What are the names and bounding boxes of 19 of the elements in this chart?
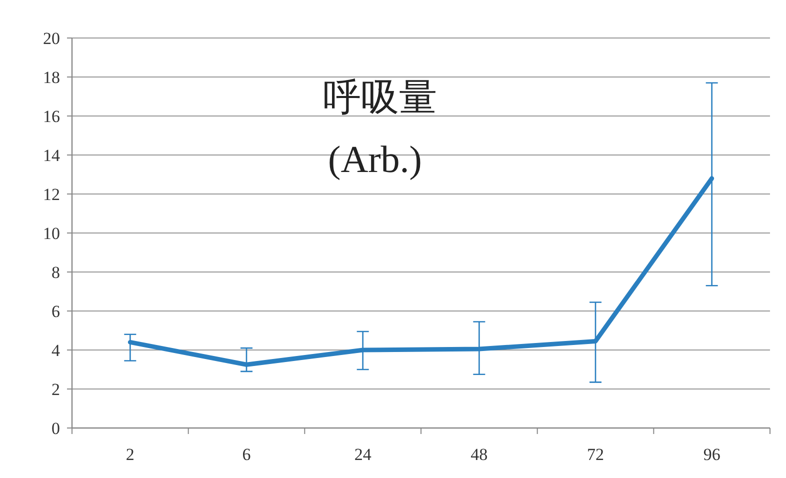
y-tick-label: 10 (43, 224, 60, 243)
y-tick-label: 12 (43, 185, 60, 204)
y-tick-label: 20 (43, 29, 60, 48)
y-tick-label: 16 (43, 107, 60, 126)
x-tick-label: 96 (703, 445, 720, 464)
x-tick-label: 2 (126, 445, 134, 464)
x-tick-label: 24 (354, 445, 372, 464)
x-tick-label: 72 (587, 445, 604, 464)
text: (Arb.) (328, 139, 422, 181)
y-tick-label: 18 (43, 68, 60, 87)
y-tick-label: 6 (52, 302, 60, 321)
x-tick-label: 6 (242, 445, 251, 464)
y-tick-label: 8 (52, 263, 60, 282)
y-tick-label: 14 (43, 146, 60, 165)
y-tick-label: 4 (52, 341, 60, 360)
x-tick-label: 48 (470, 445, 488, 464)
y-tick-label: 2 (52, 380, 60, 399)
y-tick-label: 0 (52, 419, 60, 438)
text: 呼吸量 (323, 77, 437, 119)
